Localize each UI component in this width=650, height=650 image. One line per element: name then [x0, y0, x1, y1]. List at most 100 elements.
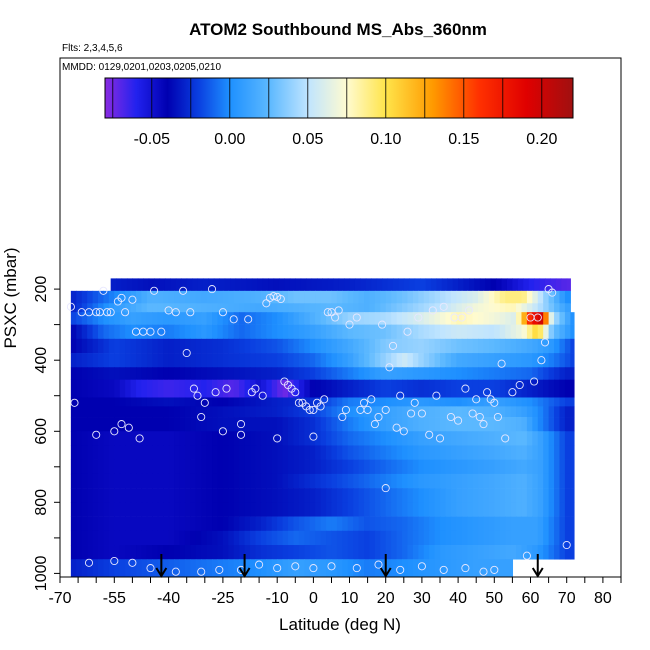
heat-cell-0	[278, 278, 285, 292]
data-point-marker	[501, 434, 510, 443]
heat-cell-1	[70, 290, 77, 304]
heat-cell-3	[125, 312, 132, 325]
heat-cell-10	[396, 406, 403, 418]
heat-cell-0	[517, 278, 524, 292]
colorbar	[104, 77, 574, 119]
heat-cell-9	[320, 397, 327, 407]
data-point-marker	[207, 285, 217, 294]
heat-cell-9	[418, 397, 425, 407]
heat-cell-12	[282, 431, 289, 446]
heat-cell-15	[407, 473, 414, 489]
heat-cell-17	[445, 502, 452, 517]
heat-cell-8	[526, 379, 533, 398]
heat-cell-6	[255, 353, 262, 368]
heat-cell-3	[92, 312, 99, 325]
heat-cell-17	[293, 502, 300, 517]
heat-cell-2	[152, 303, 159, 313]
heat-cell-10	[440, 406, 447, 418]
heat-cell-9	[385, 397, 392, 407]
heat-cell-11	[510, 417, 517, 432]
heat-cell-6	[472, 353, 479, 368]
heat-cell-2	[423, 303, 430, 313]
heat-cell-15	[271, 473, 278, 489]
heat-cell-12	[385, 431, 392, 446]
heat-cell-2	[201, 303, 208, 313]
heat-cell-3	[250, 312, 257, 325]
heat-cell-6	[434, 353, 441, 368]
heat-cell-12	[222, 431, 229, 446]
heat-cell-4	[228, 324, 235, 340]
heat-cell-19	[548, 530, 555, 546]
heat-cell-11	[505, 417, 512, 432]
heat-cell-18	[483, 516, 490, 532]
heat-cell-15	[141, 473, 148, 489]
heat-cell-1	[543, 290, 550, 304]
heat-cell-18	[559, 516, 566, 532]
heat-cell-21	[195, 559, 202, 578]
heat-cell-0	[213, 278, 220, 292]
heat-cell-5	[467, 338, 474, 354]
heat-cell-10	[141, 406, 148, 418]
heat-cell-10	[76, 406, 83, 418]
heat-cell-9	[174, 397, 181, 407]
heat-cell-16	[315, 488, 322, 503]
heat-cell-7	[331, 367, 338, 381]
heat-cell-16	[228, 488, 235, 503]
heat-cell-12	[472, 431, 479, 446]
heat-cell-14	[505, 459, 512, 475]
heat-cell-8	[81, 379, 88, 398]
heat-cell-12	[293, 431, 300, 446]
heat-cell-5	[228, 338, 235, 354]
heat-cell-0	[192, 278, 199, 292]
heat-cell-18	[472, 516, 479, 532]
heat-cell-17	[119, 502, 126, 517]
heat-cell-11	[119, 417, 126, 432]
heat-cell-3	[412, 312, 419, 325]
heat-cell-5	[309, 338, 316, 354]
heat-cell-15	[70, 473, 77, 489]
turn-arrow	[155, 554, 168, 578]
heat-cell-12	[499, 431, 506, 446]
heat-cell-6	[190, 353, 197, 368]
data-point-marker	[258, 391, 267, 400]
heat-cell-4	[233, 324, 240, 340]
heat-cell-5	[429, 338, 436, 354]
heat-cell-14	[239, 459, 246, 475]
heat-cell-9	[488, 397, 495, 407]
heat-cell-9	[564, 397, 571, 407]
heat-cell-8	[108, 379, 115, 398]
heat-cell-5	[494, 338, 501, 354]
heat-cell-19	[510, 530, 517, 546]
y-tick-label: 800	[33, 489, 50, 516]
heat-cell-1	[429, 290, 436, 304]
heat-cell-8	[271, 379, 278, 398]
heat-cell-4	[309, 324, 316, 340]
heat-cell-17	[456, 502, 463, 517]
heat-cell-15	[195, 473, 202, 489]
heat-cell-13	[353, 445, 360, 460]
heat-cell-19	[478, 530, 485, 546]
heat-cell-12	[288, 431, 295, 446]
heat-cell-20	[510, 545, 517, 560]
heat-cell-9	[103, 397, 110, 407]
heat-cell-20	[233, 545, 240, 560]
heat-cell-19	[402, 530, 409, 546]
heat-cell-9	[548, 397, 555, 407]
heat-cell-7	[483, 367, 490, 381]
heat-cell-0	[365, 278, 372, 292]
heat-cell-15	[315, 473, 322, 489]
heat-cell-16	[152, 488, 159, 503]
heat-cell-12	[277, 431, 284, 446]
heat-cell-15	[499, 473, 506, 489]
heat-cell-1	[217, 290, 224, 304]
heat-cell-1	[331, 290, 338, 304]
heat-cell-17	[136, 502, 143, 517]
heat-cell-1	[483, 290, 490, 304]
heat-cell-17	[98, 502, 105, 517]
heat-cell-14	[282, 459, 289, 475]
heat-cell-12	[103, 431, 110, 446]
heat-cell-11	[374, 417, 381, 432]
heat-cell-4	[179, 324, 186, 340]
heat-cell-3	[103, 312, 110, 325]
heat-cell-10	[353, 406, 360, 418]
